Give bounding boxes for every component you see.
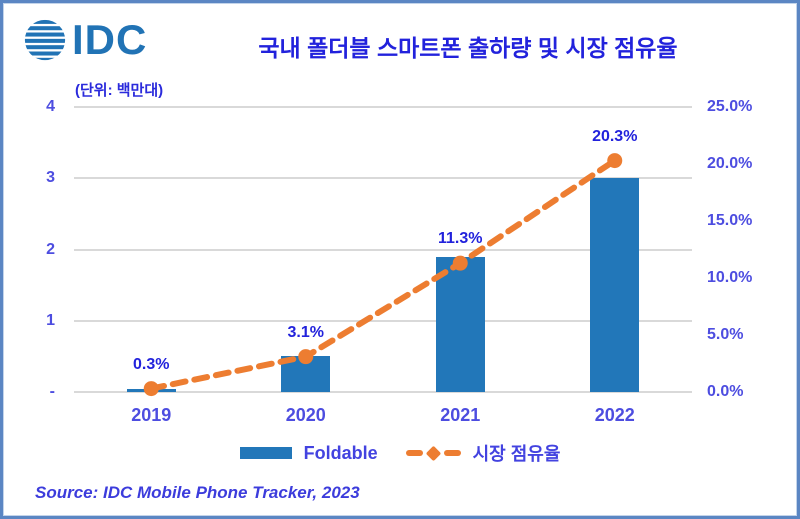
diamond-marker-icon bbox=[425, 445, 441, 461]
gridline bbox=[74, 319, 692, 322]
data-label: 0.3% bbox=[133, 355, 170, 373]
y-axis-left-label: 1 bbox=[46, 311, 55, 329]
gridline bbox=[74, 248, 692, 251]
share-marker bbox=[298, 349, 314, 365]
gridline bbox=[74, 177, 692, 180]
source-note: Source: IDC Mobile Phone Tracker, 2023 bbox=[35, 483, 360, 502]
chart-title: 국내 폴더블 스마트폰 출하량 및 시장 점유율 bbox=[258, 35, 678, 61]
gridline bbox=[74, 106, 692, 108]
data-label: 3.1% bbox=[287, 323, 324, 341]
y-axis-right-label: 15.0% bbox=[707, 212, 753, 229]
y-axis-left-label: 2 bbox=[46, 240, 55, 258]
unit-note: (단위: 백만대) bbox=[75, 82, 164, 99]
legend-bar-label: Foldable bbox=[303, 442, 378, 463]
share-marker bbox=[143, 381, 159, 397]
gridline bbox=[74, 391, 692, 393]
y-axis-right: 25.0% 20.0% 15.0% 10.0% 5.0% 0.0% bbox=[707, 98, 777, 400]
legend-line-sample bbox=[405, 445, 461, 461]
y-axis-right-label: 0.0% bbox=[707, 383, 744, 400]
bar-2022 bbox=[590, 178, 640, 392]
share-marker bbox=[452, 255, 468, 271]
y-axis-right-label: 20.0% bbox=[707, 155, 753, 172]
dash-icon bbox=[443, 450, 461, 456]
y-axis-right-label: 5.0% bbox=[707, 326, 744, 343]
x-axis-label: 2022 bbox=[594, 405, 635, 425]
share-line bbox=[143, 153, 623, 397]
logo-text: IDC bbox=[72, 16, 148, 63]
legend-line-label: 시장 점유율 bbox=[472, 444, 561, 464]
y-axis-left: 4 3 2 1 - bbox=[17, 98, 55, 400]
x-axis-label: 2019 bbox=[131, 405, 172, 425]
dash-icon bbox=[405, 450, 423, 456]
legend-bar-swatch bbox=[239, 447, 292, 459]
x-axis-label: 2020 bbox=[285, 405, 326, 425]
x-axis-label: 2021 bbox=[440, 405, 481, 425]
y-axis-right-label: 10.0% bbox=[707, 269, 753, 286]
legend: Foldable 시장 점유율 bbox=[3, 440, 797, 466]
data-label: 11.3% bbox=[438, 230, 483, 248]
share-marker bbox=[607, 153, 623, 169]
bar-2021 bbox=[435, 256, 485, 392]
plot-area: 0.3% 3.1% 11.3% 20.3% 2019 2020 2021 2022 bbox=[74, 106, 692, 425]
data-label: 20.3% bbox=[592, 127, 638, 145]
y-axis-left-label: 3 bbox=[46, 169, 55, 187]
globe-icon bbox=[24, 19, 66, 61]
y-axis-left-label: - bbox=[49, 383, 55, 400]
y-axis-left-label: 4 bbox=[46, 98, 55, 115]
idc-logo: IDC bbox=[22, 16, 147, 64]
y-axis-right-label: 25.0% bbox=[707, 98, 753, 115]
